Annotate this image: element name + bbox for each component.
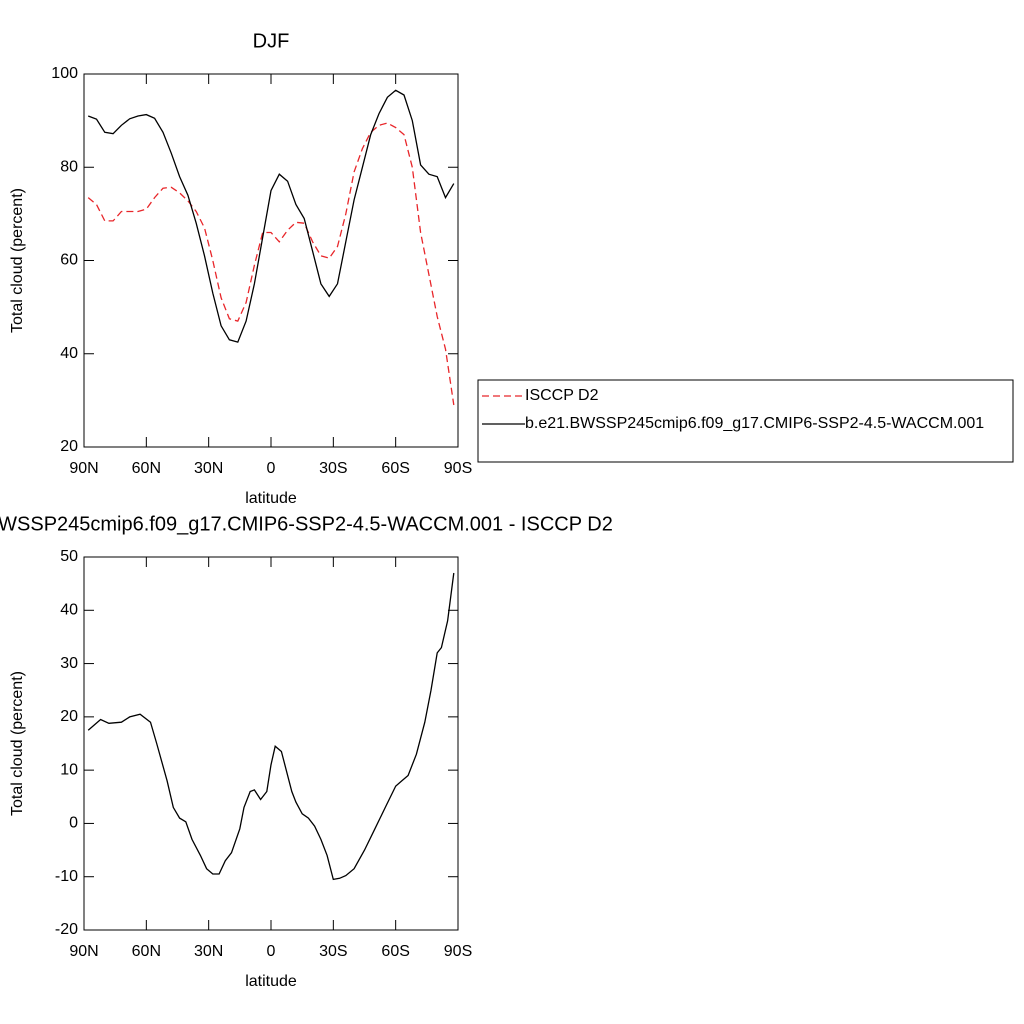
y-axis-label: Total cloud (percent) xyxy=(9,671,26,816)
plot-frame xyxy=(83,73,459,448)
y-tick-label: 40 xyxy=(60,602,78,619)
chart-title: b.e21.BWSSP245cmip6.f09_g17.CMIP6-SSP2-4… xyxy=(0,513,613,535)
legend-label: b.e21.BWSSP245cmip6.f09_g17.CMIP6-SSP2-4… xyxy=(525,415,984,432)
y-tick-label: 60 xyxy=(60,252,78,269)
x-tick-label: 60N xyxy=(132,943,161,960)
y-tick-label: 10 xyxy=(60,761,78,778)
x-tick-label: 90N xyxy=(69,460,98,477)
y-tick-label: -20 xyxy=(55,921,78,938)
x-tick-label: 30S xyxy=(319,943,347,960)
y-tick-label: 80 xyxy=(60,158,78,175)
y-axis-label: Total cloud (percent) xyxy=(9,188,26,333)
x-tick-label: 30N xyxy=(194,943,223,960)
x-tick-label: 60S xyxy=(381,460,409,477)
y-tick-label: 0 xyxy=(69,815,78,832)
legend-box xyxy=(477,379,1014,463)
x-axis-label: latitude xyxy=(245,490,297,507)
data-line xyxy=(87,89,455,343)
x-tick-label: 0 xyxy=(267,943,276,960)
data-line xyxy=(87,122,455,406)
plot-frame xyxy=(83,556,459,931)
chart-title: DJF xyxy=(253,30,290,52)
x-tick-label: 30N xyxy=(194,460,223,477)
y-tick-label: 20 xyxy=(60,708,78,725)
y-tick-label: 50 xyxy=(60,548,78,565)
x-tick-label: 90S xyxy=(444,943,472,960)
x-tick-label: 90N xyxy=(69,943,98,960)
y-tick-label: 30 xyxy=(60,655,78,672)
x-tick-label: 60N xyxy=(132,460,161,477)
data-line xyxy=(87,572,455,881)
x-tick-label: 60S xyxy=(381,943,409,960)
x-tick-label: 0 xyxy=(267,460,276,477)
y-tick-label: -10 xyxy=(55,868,78,885)
y-tick-label: 100 xyxy=(51,65,78,82)
legend-label: ISCCP D2 xyxy=(525,387,599,404)
x-axis-label: latitude xyxy=(245,973,297,990)
x-tick-label: 30S xyxy=(319,460,347,477)
y-tick-label: 20 xyxy=(60,438,78,455)
y-tick-label: 40 xyxy=(60,345,78,362)
x-tick-label: 90S xyxy=(444,460,472,477)
